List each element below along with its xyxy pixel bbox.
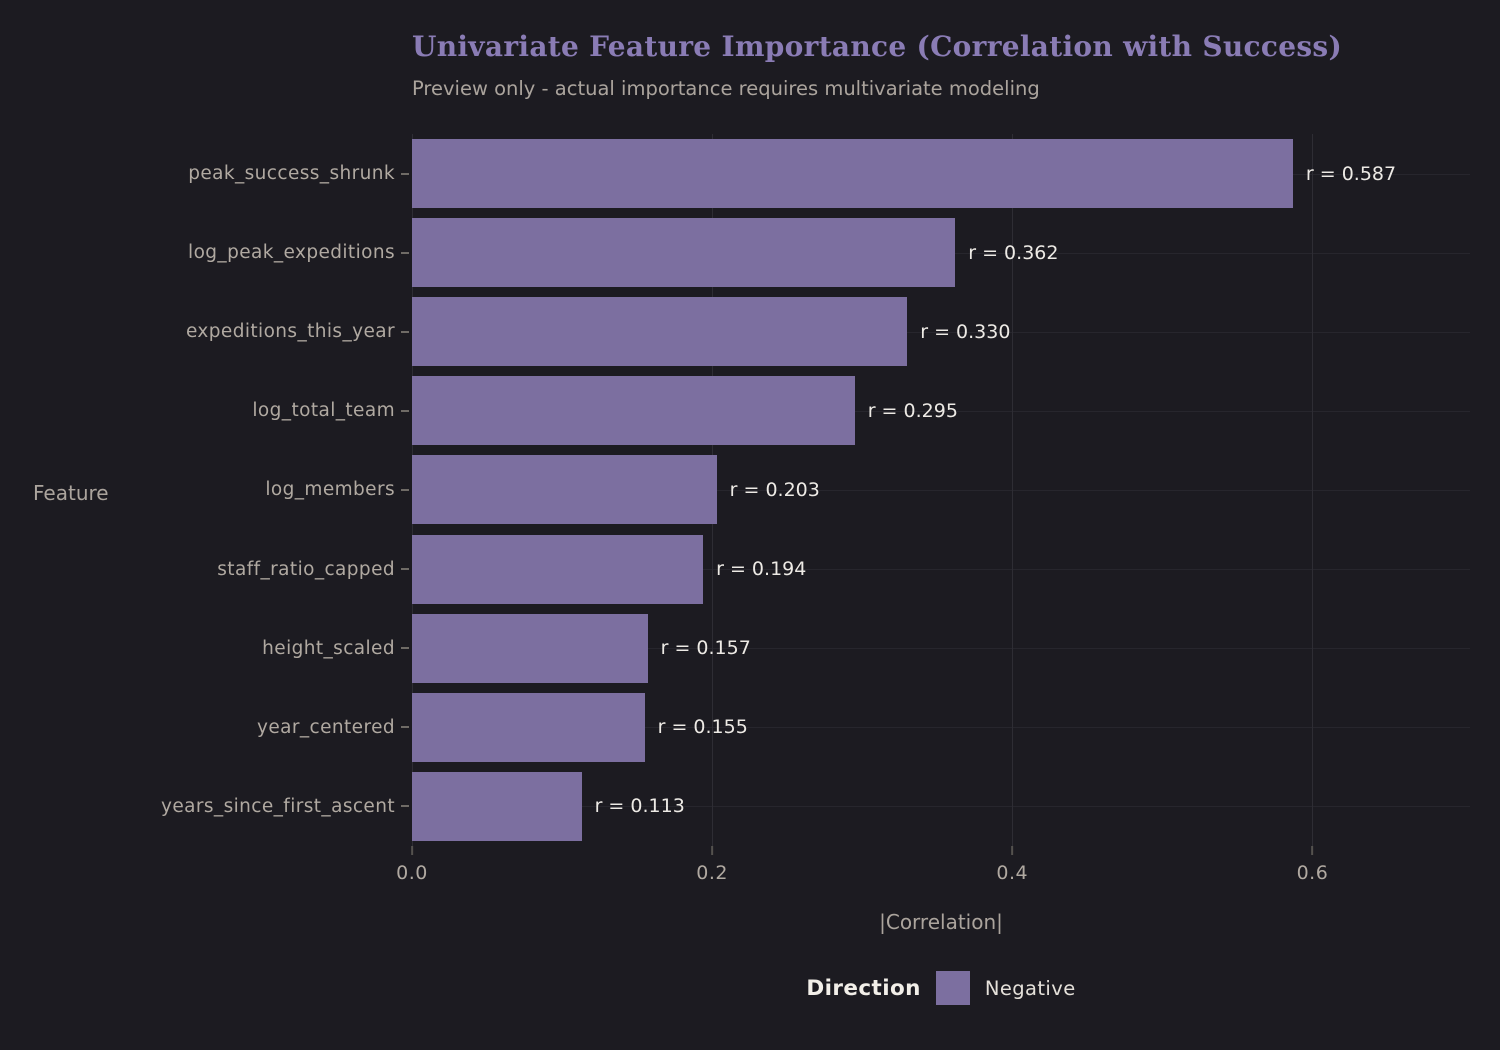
bar-staff_ratio_capped [412,534,704,604]
x-tick-label: 0.4 [996,862,1029,884]
bar-row: expeditions_this_year r = 0.330 [186,292,1470,371]
x-axis: 0.0 0.2 0.4 0.6 [396,846,1470,906]
y-tick-mark [401,805,409,808]
bar-log_members [412,455,717,525]
x-axis-label: |Correlation| [879,910,1003,934]
x-tick-label: 0.6 [1296,862,1329,884]
y-tick-mark [401,172,409,175]
bar-value-label: r = 0.157 [660,637,751,660]
horizontal-gridline [412,410,1470,412]
x-tick-mark [1011,846,1014,855]
bar-value-label: r = 0.155 [657,716,748,739]
bar-value-label: r = 0.330 [920,320,1011,343]
bar-log_peak_expeditions [412,218,956,288]
y-tick-mark [401,568,409,571]
bar-row: log_members r = 0.203 [265,450,1470,529]
bar-rows: peak_success_shrunk r = 0.587 log_peak_exp… [161,134,1470,846]
horizontal-gridline [412,489,1470,491]
y-tick-label: years_since_first_ascent [161,795,395,817]
y-tick-mark [401,330,409,333]
y-tick-label: year_centered [257,716,395,738]
bar-value-label: r = 0.587 [1305,162,1397,185]
horizontal-gridline [412,569,1470,571]
bar-value-label: r = 0.362 [968,241,1059,264]
vertical-gridline [1312,134,1314,846]
x-tick-label: 0.2 [696,862,728,884]
bar-row: log_total_team r = 0.295 [252,371,1470,450]
y-tick-label: log_total_team [252,400,395,422]
y-tick-mark [401,251,409,254]
legend-title: Direction [806,975,921,1001]
bar-value-label: r = 0.194 [716,558,807,581]
y-tick-mark [401,726,409,729]
y-axis-label: Feature [33,481,109,505]
y-tick-label: height_scaled [262,637,395,659]
bar-log_total_team [412,376,855,446]
horizontal-gridline [412,648,1470,650]
x-tick: 0.4 [996,846,1028,884]
bar-value-label: r = 0.113 [594,795,685,818]
y-tick-mark [401,647,409,650]
y-tick-label: expeditions_this_year [185,321,395,343]
vertical-gridline [1012,134,1014,846]
bar-row: year_centered r = 0.155 [257,688,1470,767]
chart-subtitle: Preview only - actual importance require… [412,77,1040,100]
bar-row: years_since_first_ascent r = 0.113 [161,767,1470,846]
bar-years_since_first_ascent [412,771,582,841]
bar-year_centered [412,692,645,762]
x-tick: 0.0 [396,846,428,884]
bar-height_scaled [412,613,648,683]
y-tick-label: log_peak_expeditions [188,242,395,264]
bar-row: staff_ratio_capped r = 0.194 [217,530,1470,609]
bar-peak_success_shrunk [412,139,1293,209]
x-tick-label: 0.0 [396,862,428,884]
bar-expeditions_this_year [412,297,908,367]
bar-value-label: r = 0.203 [729,478,820,501]
y-tick-mark [401,488,409,491]
horizontal-gridline [412,331,1470,333]
bar-row: log_peak_expeditions r = 0.362 [188,213,1470,292]
x-tick-mark [1311,846,1314,855]
x-tick-mark [711,846,714,855]
bar-row: peak_success_shrunk r = 0.587 [188,134,1470,213]
y-tick-mark [401,409,409,412]
x-tick: 0.6 [1297,846,1329,884]
chart-title: Univariate Feature Importance (Correlati… [412,30,1343,63]
y-tick-label: log_members [265,479,395,501]
horizontal-gridline [412,727,1470,729]
horizontal-gridline [412,806,1470,808]
legend-swatch-negative [935,971,970,1005]
y-tick-label: peak_success_shrunk [188,163,395,185]
legend: Direction Negative [412,966,1470,1010]
x-tick: 0.2 [696,846,728,884]
y-tick-label: staff_ratio_capped [217,558,395,580]
bar-value-label: r = 0.295 [867,399,958,422]
legend-label-negative: Negative [984,976,1076,1000]
bar-row: height_scaled r = 0.157 [262,609,1470,688]
x-tick-mark [411,846,413,855]
plot-area: peak_success_shrunk r = 0.587 log_peak_exp… [161,134,1470,846]
